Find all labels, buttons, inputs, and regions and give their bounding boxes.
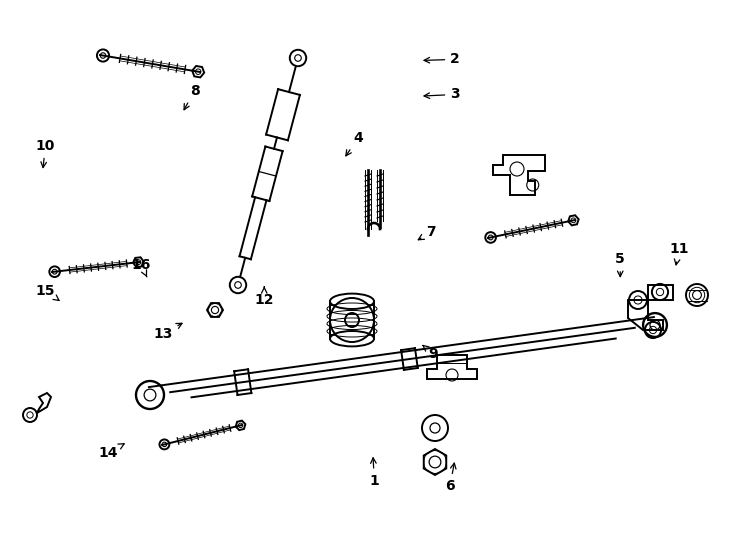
- Text: 9: 9: [423, 346, 438, 361]
- Text: 13: 13: [153, 323, 182, 341]
- Text: 1: 1: [369, 458, 379, 488]
- Text: 4: 4: [346, 131, 363, 156]
- Text: 5: 5: [615, 252, 625, 276]
- Text: 3: 3: [424, 87, 460, 102]
- Text: 14: 14: [99, 444, 124, 460]
- Text: 2: 2: [424, 52, 460, 66]
- Text: 12: 12: [255, 287, 274, 307]
- Text: 7: 7: [418, 225, 436, 240]
- Text: 15: 15: [36, 284, 59, 300]
- Text: 8: 8: [184, 84, 200, 110]
- Text: 10: 10: [36, 139, 55, 167]
- Text: 11: 11: [669, 242, 688, 265]
- Text: 16: 16: [131, 258, 150, 277]
- Text: 6: 6: [445, 463, 456, 493]
